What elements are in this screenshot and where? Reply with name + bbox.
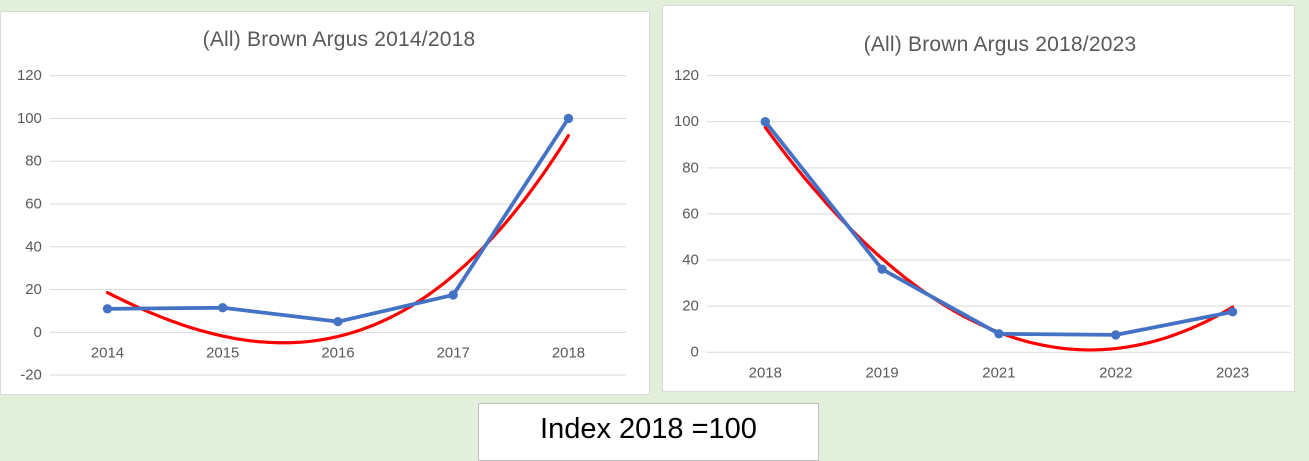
x-axis-label: 2014	[91, 345, 124, 362]
y-tick-label: 20	[682, 298, 699, 315]
data-point-2023	[1227, 307, 1238, 317]
data-point-2018	[563, 113, 574, 124]
y-tick-label: 100	[17, 110, 42, 127]
y-tick-label: 0	[691, 344, 699, 361]
x-axis-label: 2022	[1099, 365, 1132, 382]
y-tick-label: -20	[20, 367, 42, 384]
chart-title-2018-2023: (All) Brown Argus 2018/2023	[863, 33, 1137, 56]
data-point-2022	[1111, 330, 1121, 340]
x-axis-label: 2017	[437, 345, 470, 362]
chart-2014-2018-canvas: -20 0 20 40 60 80 100 120 2014 2015 2016 2017 2018	[17, 67, 627, 384]
x-axis-label: 2018	[749, 365, 782, 382]
chart-2014-2018[interactable]: -20 0 20 40 60 80 100 120 2014 2015 2016 2017 2018 (…	[0, 11, 650, 395]
y-tick-label: 0	[34, 324, 42, 341]
index-note-text: Index 2018 =100	[540, 413, 757, 445]
x-axis-label: 2021	[982, 365, 1015, 382]
y-tick-label: 120	[17, 67, 42, 84]
y-tick-label: 120	[674, 67, 699, 84]
data-point-2017	[448, 290, 458, 300]
y-tick-label: 40	[682, 252, 699, 269]
chart-2018-2023[interactable]: 0 20 40 60 80 100 120 2018 2019 2021 2022 2023 (All…	[662, 5, 1295, 392]
x-axis-label: 2016	[321, 345, 354, 362]
y-tick-label: 20	[25, 281, 42, 298]
index-note-box: Index 2018 =100	[478, 403, 819, 461]
trendline	[105, 133, 571, 345]
data-point-2016	[333, 316, 343, 327]
data-point-2015	[218, 303, 228, 313]
y-tick-label: 40	[25, 238, 42, 255]
y-tick-label: 100	[674, 113, 699, 130]
x-axis-label: 2015	[206, 345, 239, 362]
series-line	[105, 116, 571, 324]
y-tick-label: 80	[25, 153, 42, 170]
chart-title-2014-2018: (All) Brown Argus 2014/2018	[202, 28, 476, 51]
series-line	[763, 119, 1235, 337]
data-point-2014	[102, 304, 113, 314]
trendline	[763, 125, 1235, 352]
x-axis-label: 2018	[552, 345, 585, 362]
y-tick-label: 80	[682, 159, 699, 176]
y-tick-label: 60	[682, 205, 699, 222]
data-point-2021	[994, 329, 1004, 339]
gridlines	[706, 75, 1292, 353]
data-point-2018	[760, 117, 770, 127]
x-axis-label: 2019	[865, 365, 898, 382]
data-point-2019	[877, 264, 887, 274]
gridlines	[49, 75, 627, 376]
chart-2018-2023-canvas: 0 20 40 60 80 100 120 2018 2019 2021 2022 2023	[674, 67, 1292, 382]
y-tick-label: 60	[25, 196, 42, 213]
x-axis-label: 2023	[1216, 365, 1249, 382]
